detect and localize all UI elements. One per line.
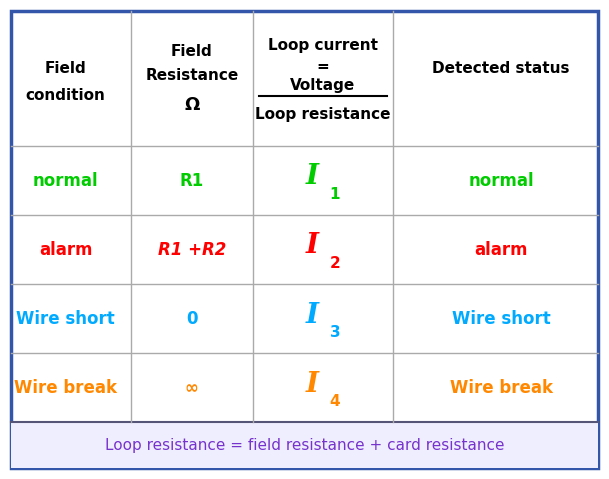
Text: alarm: alarm [39,241,93,259]
Text: Wire break: Wire break [449,379,553,397]
Text: Wire short: Wire short [16,310,115,328]
Text: Detected status: Detected status [432,61,570,76]
Text: I: I [305,232,319,260]
Text: R1: R1 [180,171,204,190]
Text: condition: condition [26,88,106,103]
Text: I: I [305,163,319,190]
Text: 1: 1 [329,186,340,202]
Text: Loop resistance: Loop resistance [255,106,390,122]
Text: 4: 4 [329,394,340,409]
Text: Loop current: Loop current [268,38,378,53]
Text: Wire break: Wire break [14,379,118,397]
Text: Ω: Ω [184,96,200,114]
Text: R1 +R2: R1 +R2 [158,241,226,259]
Text: I: I [305,301,319,329]
Text: 0: 0 [186,310,197,328]
FancyBboxPatch shape [11,422,598,468]
Text: Voltage: Voltage [290,78,356,93]
Text: alarm: alarm [474,241,528,259]
Text: Resistance: Resistance [145,68,239,83]
Text: Loop resistance = field resistance + card resistance: Loop resistance = field resistance + car… [105,438,504,453]
Text: I: I [305,371,319,398]
Text: =: = [317,58,329,74]
Text: Field: Field [171,45,213,59]
Text: normal: normal [468,171,534,190]
Text: ∞: ∞ [185,379,199,397]
Text: Field: Field [45,61,86,76]
Text: Wire short: Wire short [452,310,551,328]
Text: normal: normal [33,171,99,190]
FancyBboxPatch shape [11,11,598,468]
Text: 3: 3 [329,325,340,340]
Text: 2: 2 [329,256,340,271]
